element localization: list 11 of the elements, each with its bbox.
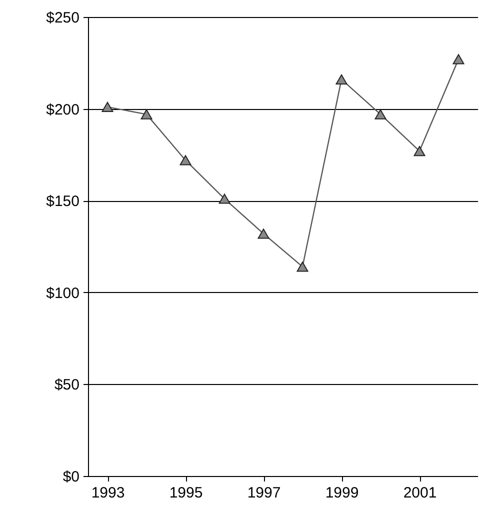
x-tick-label: 1997 [247, 484, 281, 502]
y-tick-label: $200 [46, 101, 80, 118]
x-tick-label: 1995 [169, 484, 203, 502]
y-tick-label: $0 [62, 468, 80, 486]
y-tick-label: $150 [46, 193, 80, 210]
x-tick-label: 1993 [91, 484, 125, 502]
y-tick-label: $100 [46, 284, 80, 302]
y-tick-label: $250 [46, 10, 80, 26]
x-tick-label: 2001 [403, 484, 437, 502]
y-tick-label: $50 [54, 376, 80, 394]
x-tick-label: 1999 [325, 484, 359, 502]
